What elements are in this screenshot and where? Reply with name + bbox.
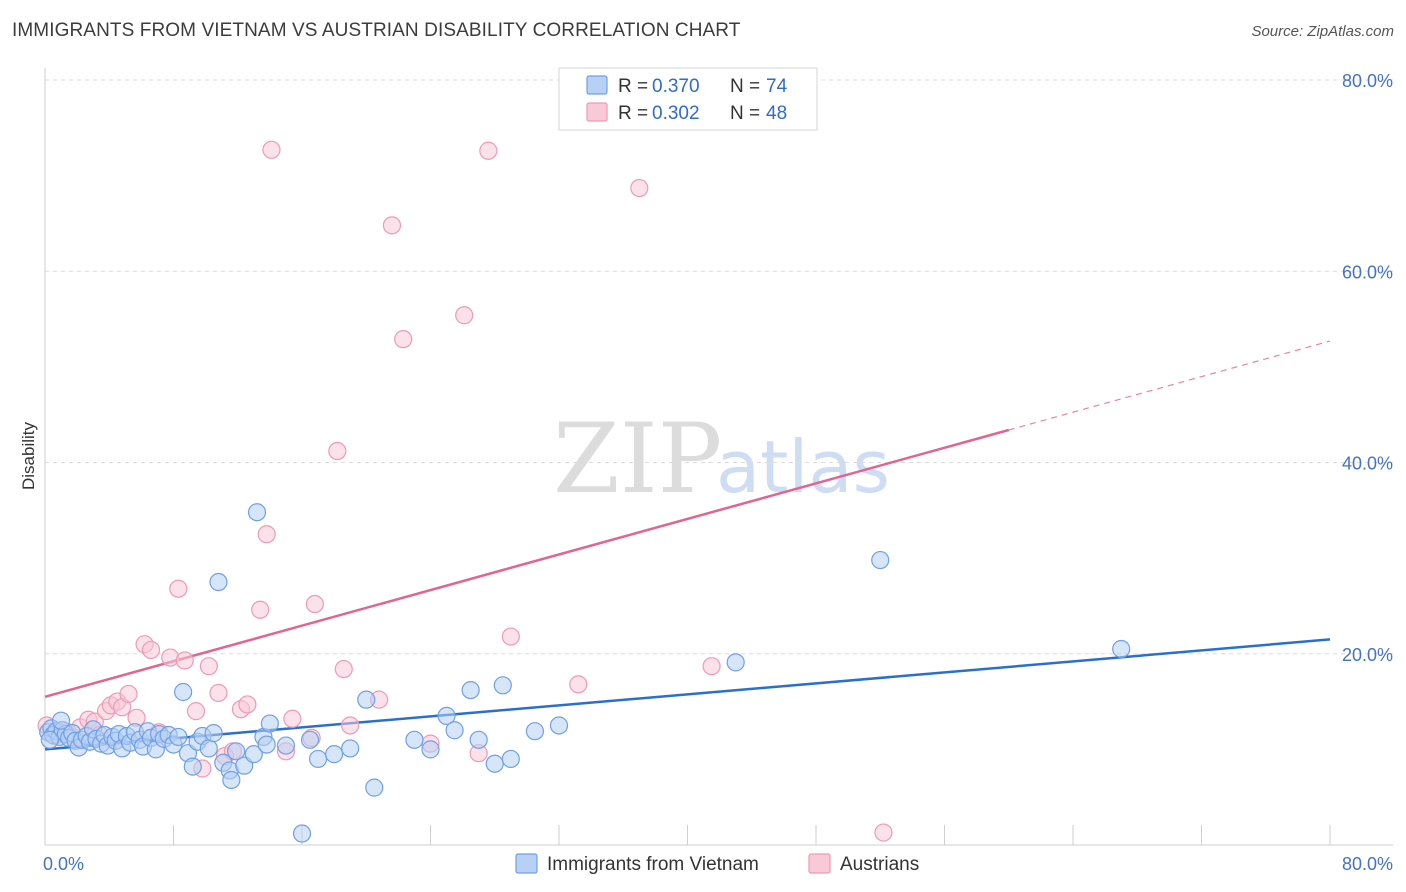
point-series-0-42	[204, 724, 223, 743]
watermark-atlas: atlas	[716, 425, 890, 509]
point-series-0-71	[525, 722, 545, 741]
point-series-0-55	[292, 824, 312, 843]
point-series-0-62	[405, 730, 424, 749]
legend-swatch-vietnam	[586, 75, 608, 95]
trend-line-0	[44, 638, 1331, 751]
point-series-1-21	[186, 702, 206, 721]
y-tick-label-80: 80.0%	[1342, 71, 1393, 91]
y-tick-label-40: 40.0%	[1342, 454, 1393, 474]
x-tick-label-min: 0.0%	[43, 854, 84, 874]
point-series-0-59	[341, 739, 360, 758]
point-series-0-75	[1112, 639, 1131, 659]
grid-lines	[45, 79, 1393, 655]
point-series-1-23	[199, 657, 218, 676]
point-series-0-64	[437, 706, 456, 726]
point-series-1-29	[251, 600, 270, 619]
point-series-0-61	[365, 778, 384, 797]
y-tick-label-20: 20.0%	[1342, 645, 1393, 665]
point-series-0-67	[469, 730, 488, 749]
point-series-0-56	[300, 730, 320, 749]
point-series-1-36	[328, 441, 347, 461]
point-series-1-16	[141, 640, 161, 660]
point-series-0-49	[244, 745, 263, 764]
point-series-1-41	[394, 330, 413, 349]
point-series-0-69	[493, 676, 512, 695]
bottom-legend-label-austrians: Austrians	[840, 854, 919, 875]
point-series-1-31	[262, 140, 281, 159]
point-series-0-63	[421, 740, 440, 759]
point-series-0-52	[257, 735, 276, 754]
bottom-legend-swatch-austrians	[808, 853, 831, 874]
point-series-1-47	[569, 675, 588, 694]
legend-n-label-vietnam: N =	[730, 76, 760, 97]
legend-n-label-austrians: N =	[730, 103, 760, 124]
bottom-legend-label-vietnam: Immigrants from Vietnam	[547, 854, 759, 875]
point-series-1-20	[175, 651, 194, 670]
data-points	[37, 140, 1131, 843]
point-series-0-47	[227, 742, 246, 761]
point-series-0-54	[276, 736, 296, 755]
point-series-0-58	[325, 745, 344, 764]
legend-r-value-austrians: 0.302	[652, 103, 700, 124]
point-series-0-35	[169, 727, 188, 747]
point-series-0-57	[308, 749, 328, 769]
point-series-0-36	[174, 682, 193, 702]
point-series-0-76	[51, 711, 71, 730]
point-series-0-60	[357, 690, 376, 709]
point-series-0-77	[40, 730, 59, 749]
point-series-1-40	[382, 216, 402, 235]
point-series-1-38	[341, 716, 360, 735]
point-series-0-72	[549, 716, 569, 735]
bottom-legend-swatch-vietnam	[515, 853, 538, 874]
point-series-1-13	[119, 684, 138, 704]
point-series-1-33	[283, 709, 302, 728]
watermark-zip: ZIP	[553, 403, 722, 515]
chart-title: IMMIGRANTS FROM VIETNAM VS AUSTRIAN DISA…	[12, 20, 741, 41]
legend-n-value-vietnam: 74	[766, 76, 788, 97]
point-series-0-73	[726, 653, 745, 672]
point-series-0-46	[222, 770, 241, 790]
point-series-1-50	[874, 823, 893, 842]
y-axis-label: Disability	[19, 421, 38, 490]
point-series-1-46	[501, 627, 520, 646]
trend-line-extension-1	[1008, 340, 1331, 431]
point-series-0-66	[461, 680, 480, 700]
point-series-1-30	[257, 525, 276, 544]
point-series-0-41	[199, 739, 218, 758]
watermark: ZIP atlas	[553, 403, 890, 515]
legend-swatch-austrians	[586, 102, 608, 122]
point-series-0-38	[183, 757, 202, 776]
legend-top: R = 0.370 N = 74 R = 0.302 N = 48	[558, 67, 818, 131]
point-series-1-35	[305, 594, 324, 614]
legend-r-label-vietnam: R =	[618, 76, 648, 97]
legend-r-value-vietnam: 0.370	[652, 76, 700, 97]
trend-line-1	[44, 428, 1010, 698]
y-tick-label-60: 60.0%	[1342, 262, 1393, 282]
y-tick-labels: 20.0% 40.0% 60.0% 80.0%	[1342, 71, 1393, 665]
point-series-1-24	[209, 683, 228, 703]
legend-r-label-austrians: R =	[618, 103, 648, 124]
point-series-1-45	[479, 141, 498, 160]
point-series-1-37	[334, 659, 353, 679]
point-series-1-19	[169, 579, 188, 598]
point-series-0-68	[485, 754, 504, 773]
x-tick-label-max: 80.0%	[1342, 854, 1393, 874]
point-series-0-43	[209, 572, 228, 592]
point-series-1-28	[238, 695, 257, 714]
legend-bottom: Immigrants from Vietnam Austrians	[515, 853, 919, 875]
point-series-0-50	[247, 503, 267, 522]
point-series-0-70	[501, 749, 520, 769]
point-series-0-65	[445, 721, 464, 740]
point-series-0-74	[871, 550, 890, 570]
point-series-1-48	[630, 178, 649, 198]
chart-source: Source: ZipAtlas.com	[1251, 23, 1394, 40]
point-series-0-53	[260, 714, 279, 733]
point-series-1-43	[455, 306, 474, 325]
point-series-1-49	[702, 657, 721, 676]
legend-n-value-austrians: 48	[766, 103, 787, 124]
